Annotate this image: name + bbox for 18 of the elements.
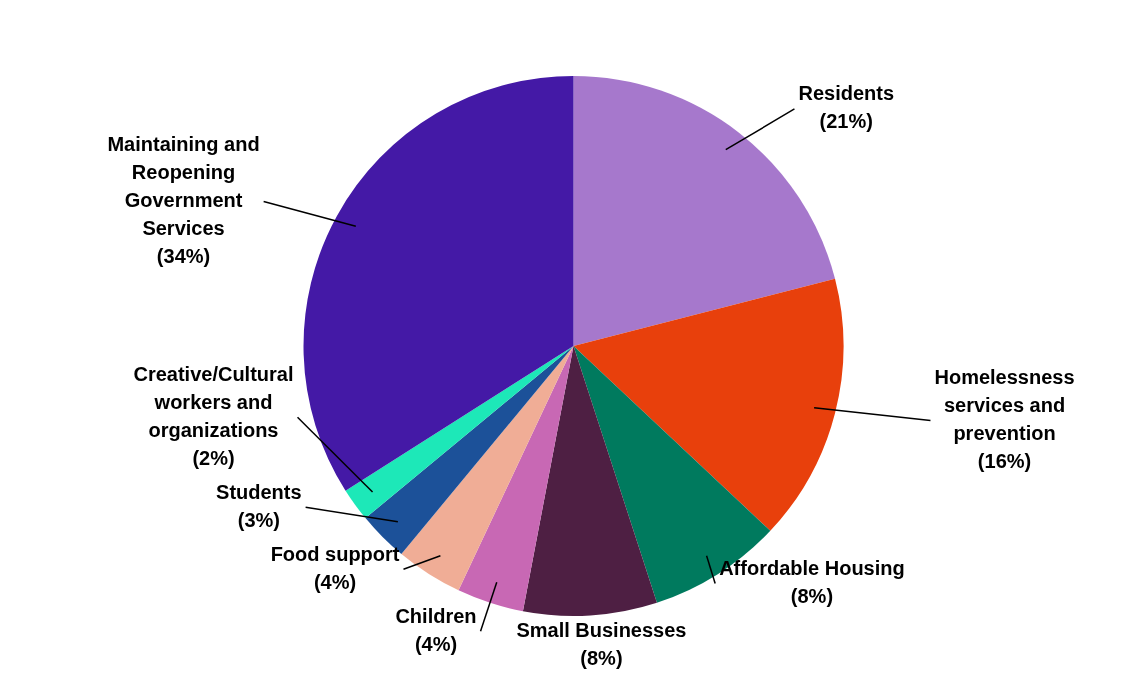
- slice-label: Homelessness services and prevention: [934, 366, 1075, 445]
- slice-label: Residents: [798, 82, 895, 105]
- slice-label: Creative/Cultural workers and organizations: [133, 362, 294, 441]
- data-label: (4%): [414, 632, 458, 655]
- slice-label: Food support: [270, 542, 400, 565]
- slice-label: Children: [395, 604, 477, 627]
- data-label: (21%): [819, 110, 873, 133]
- data-label: (8%): [580, 646, 623, 669]
- slice-label: Students: [216, 480, 302, 503]
- slice-label: Small Businesses: [516, 618, 687, 641]
- slice-label: Maintaining and Reopening Government Services: [107, 132, 260, 239]
- data-label: (16%): [977, 450, 1032, 473]
- data-label: (34%): [156, 244, 211, 267]
- data-label: (4%): [313, 570, 357, 593]
- data-label: (8%): [790, 584, 834, 607]
- data-label: (2%): [192, 446, 235, 469]
- data-label: (3%): [237, 508, 280, 531]
- slice-label: Affordable Housing: [719, 556, 905, 579]
